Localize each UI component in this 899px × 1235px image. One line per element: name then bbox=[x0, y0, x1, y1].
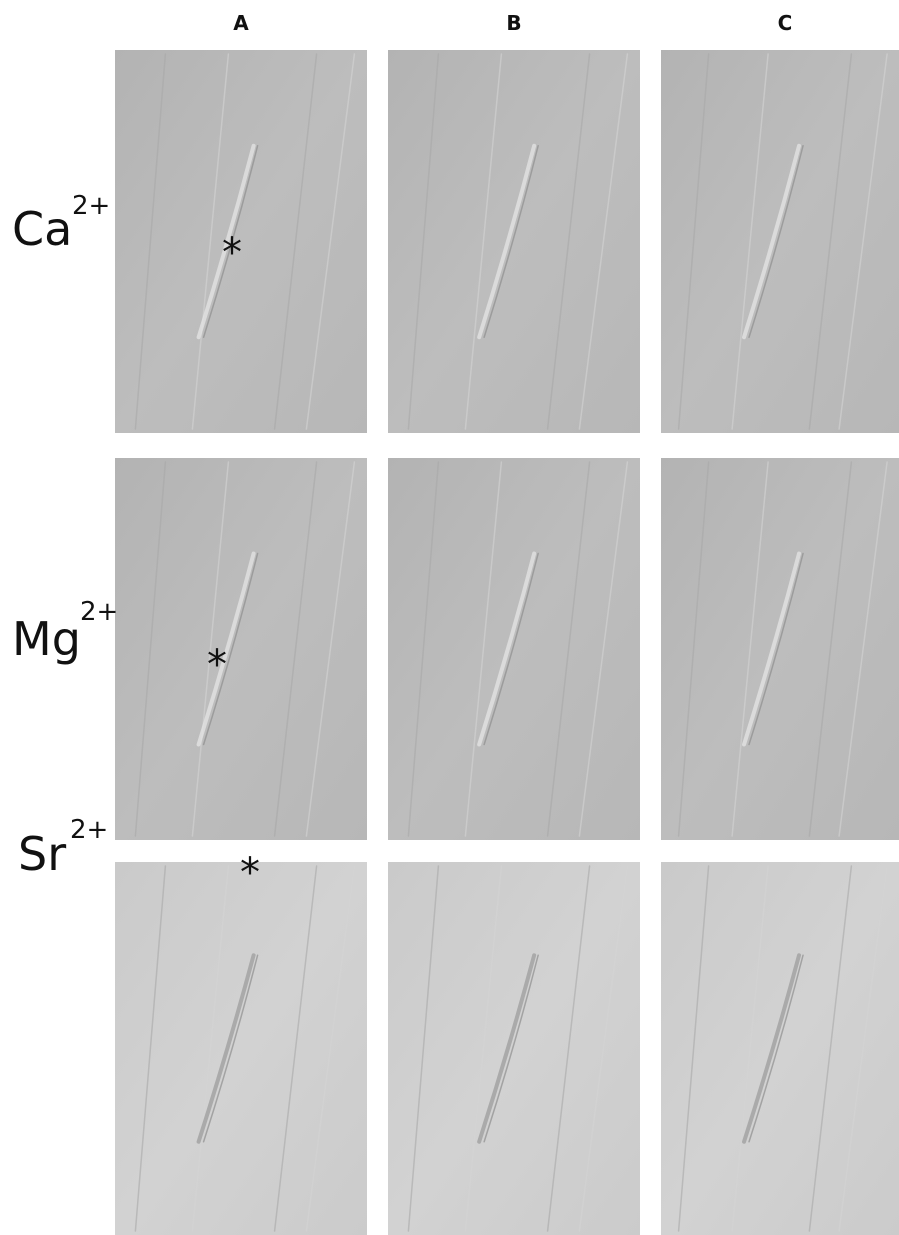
cell-edge bbox=[202, 145, 259, 338]
fiber bbox=[134, 865, 167, 1232]
fiber bbox=[677, 461, 710, 837]
fiber bbox=[677, 865, 710, 1232]
fiber bbox=[273, 865, 318, 1232]
fiber bbox=[191, 865, 230, 1232]
fiber bbox=[838, 461, 888, 837]
fiber bbox=[731, 865, 769, 1232]
fiber bbox=[578, 53, 629, 430]
cell-marker: * bbox=[222, 230, 242, 276]
fiber bbox=[134, 53, 167, 430]
cell bbox=[742, 953, 802, 1144]
micrograph bbox=[388, 862, 640, 1235]
cell bbox=[742, 143, 802, 340]
cell bbox=[477, 551, 537, 747]
fiber bbox=[273, 53, 318, 430]
fiber bbox=[464, 461, 503, 837]
column-header: C bbox=[778, 11, 793, 35]
fiber bbox=[838, 53, 888, 430]
fiber bbox=[838, 865, 888, 1232]
cell-edge bbox=[483, 145, 539, 338]
fiber bbox=[546, 461, 591, 837]
cell bbox=[196, 551, 256, 747]
fiber bbox=[578, 865, 629, 1232]
row-charge: 2+ bbox=[70, 815, 108, 845]
fiber bbox=[407, 865, 440, 1232]
micrograph bbox=[661, 50, 899, 433]
micrograph bbox=[115, 862, 367, 1235]
cell bbox=[742, 551, 802, 747]
fiber bbox=[407, 461, 440, 837]
fiber bbox=[305, 461, 356, 837]
cell-edge bbox=[483, 954, 539, 1143]
fiber bbox=[464, 53, 503, 430]
fiber bbox=[273, 461, 318, 837]
column-header: B bbox=[506, 11, 521, 35]
micrograph bbox=[661, 458, 899, 840]
cell-edge bbox=[202, 552, 259, 746]
cell-edge bbox=[202, 954, 259, 1143]
fiber bbox=[677, 53, 710, 430]
fiber bbox=[546, 53, 591, 430]
fiber bbox=[407, 53, 440, 430]
cell-edge bbox=[748, 954, 804, 1143]
micrograph bbox=[661, 862, 899, 1235]
fiber bbox=[305, 865, 356, 1232]
column-header: A bbox=[233, 11, 249, 35]
micrograph bbox=[388, 50, 640, 433]
fiber bbox=[731, 53, 769, 430]
fiber bbox=[808, 461, 853, 837]
cell-edge bbox=[748, 552, 804, 746]
cell bbox=[196, 953, 256, 1144]
micrograph bbox=[115, 458, 367, 840]
cell-marker: * bbox=[207, 642, 227, 688]
fiber bbox=[464, 865, 503, 1232]
fiber bbox=[578, 461, 629, 837]
row-charge: 2+ bbox=[72, 191, 110, 221]
fiber bbox=[305, 53, 356, 430]
fiber bbox=[134, 461, 167, 837]
panel-grid bbox=[115, 50, 899, 1235]
fiber bbox=[731, 461, 769, 837]
row-label: Sr bbox=[18, 827, 66, 881]
cell bbox=[477, 143, 537, 340]
cell bbox=[196, 143, 256, 340]
fiber bbox=[546, 865, 591, 1232]
row-label: Mg bbox=[12, 612, 81, 666]
cell-edge bbox=[483, 552, 539, 746]
fiber bbox=[808, 53, 853, 430]
fiber bbox=[808, 865, 853, 1232]
row-label: Ca bbox=[12, 202, 72, 256]
micrograph bbox=[388, 458, 640, 840]
fiber bbox=[191, 461, 230, 837]
cell-edge bbox=[748, 145, 804, 338]
row-charge: 2+ bbox=[80, 597, 118, 627]
cell bbox=[477, 953, 537, 1144]
micrograph bbox=[115, 50, 367, 433]
fiber bbox=[191, 53, 230, 430]
cell-marker: * bbox=[240, 850, 260, 896]
